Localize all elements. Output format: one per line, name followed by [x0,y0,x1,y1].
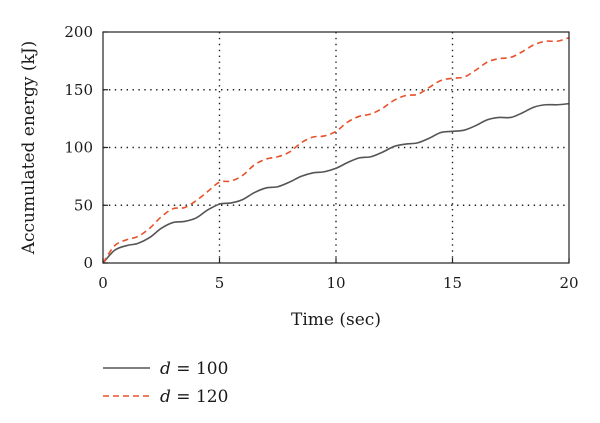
x-axis-title: Time (sec) [291,310,381,330]
legend-label-2: d = 120 [160,387,228,407]
y-axis-title: Accumulated energy (kJ) [19,41,39,256]
legend-value: = 100 [171,359,229,379]
legend-label-1: d = 100 [160,359,228,379]
y-tick-label: 100 [64,139,93,157]
y-tick-label: 150 [64,81,93,99]
y-tick-label: 50 [74,196,93,214]
legend-variable: d [160,359,171,379]
legend-value: = 120 [171,387,229,407]
legend-variable: d [160,387,171,407]
x-tick-label: 10 [326,274,345,292]
x-tick-label: 5 [215,274,225,292]
x-tick-label: 20 [559,274,578,292]
x-tick-label: 15 [443,274,462,292]
series-layer [102,37,570,264]
grid-lines [103,32,569,263]
axis-ticks [102,31,570,264]
y-tick-label: 200 [64,23,93,41]
y-tick-label: 0 [83,254,93,272]
x-tick-label: 0 [98,274,108,292]
series-line-1 [102,102,570,264]
